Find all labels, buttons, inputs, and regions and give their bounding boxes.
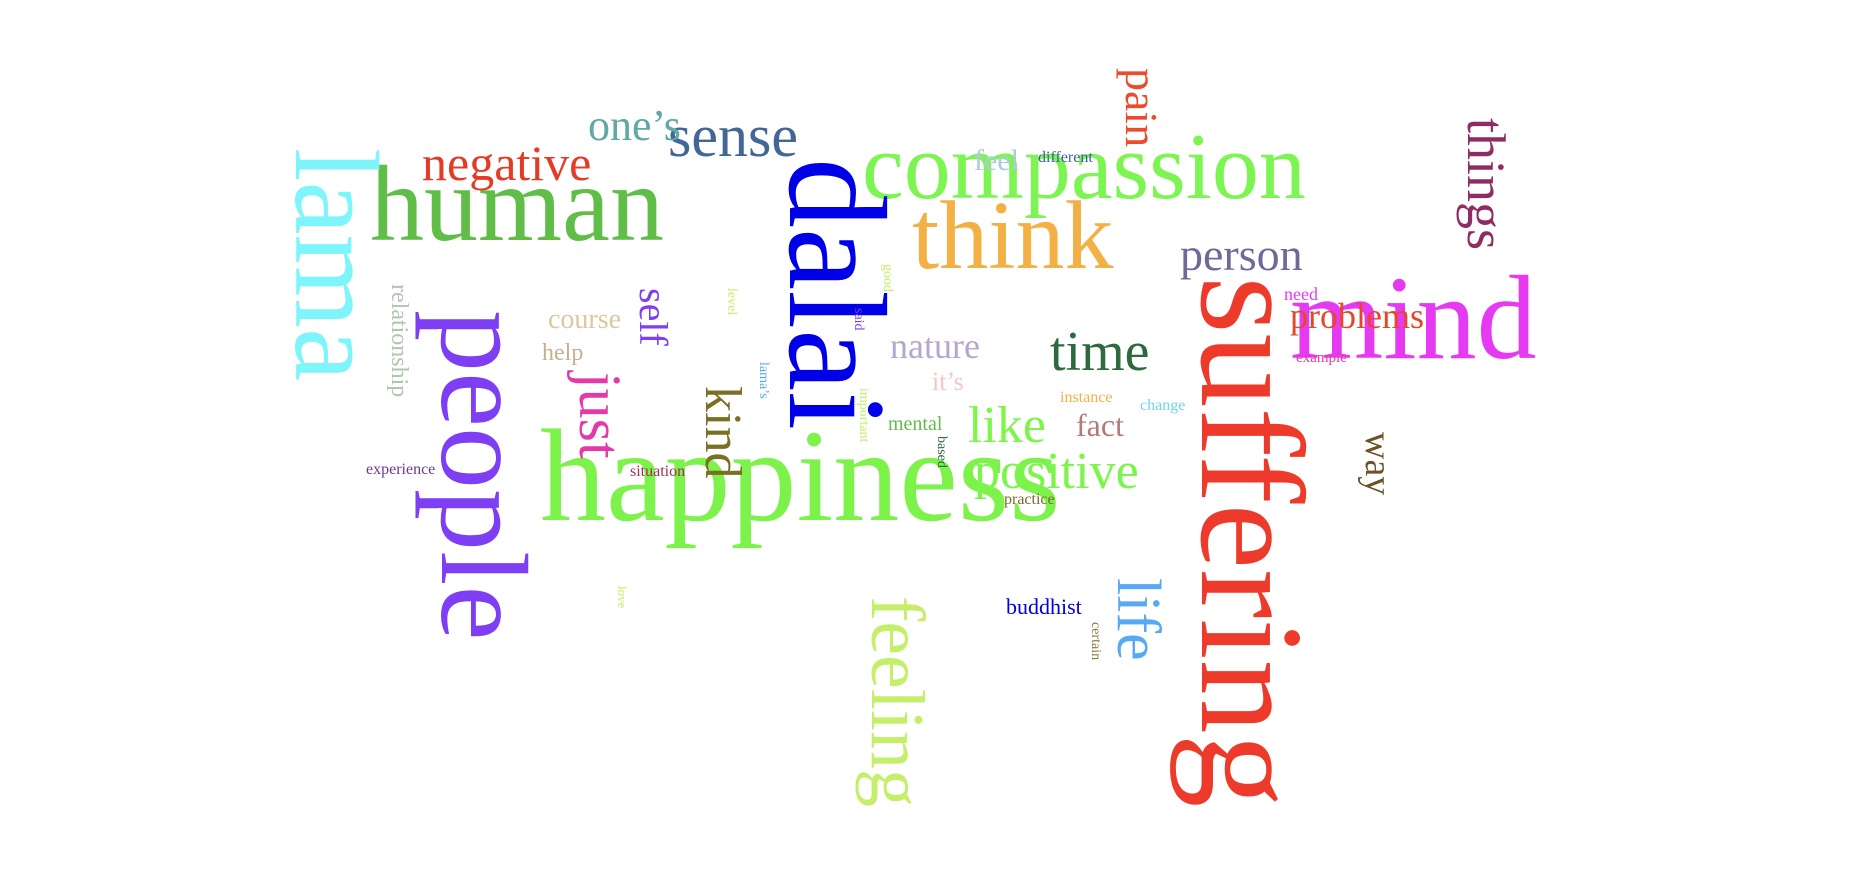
word-practice: practice [1004, 491, 1055, 508]
word-love: love [615, 586, 630, 609]
word-way: way [1357, 432, 1399, 495]
word-problems: problems [1290, 296, 1424, 336]
word-positive: positive [974, 443, 1139, 500]
word-nature: nature [890, 326, 980, 366]
word-negative: negative [422, 135, 591, 191]
word-people: people [415, 310, 552, 641]
word-just: just [567, 370, 633, 459]
word-course: course [548, 304, 621, 335]
word-important: important [856, 388, 871, 443]
word-need: need [1284, 284, 1318, 304]
word-change: change [1140, 397, 1185, 414]
word-based: based [934, 436, 949, 468]
word-sense: sense [668, 103, 798, 169]
word-dalai: dalai [759, 158, 914, 430]
word-feel: feel [974, 144, 1019, 177]
word-relationship: relationship [386, 284, 412, 397]
word-instance: instance [1060, 389, 1112, 406]
word-mind: mind [1290, 251, 1537, 384]
word-level: level [724, 288, 739, 315]
word-different: different [1038, 149, 1093, 166]
word-situation: situation [630, 463, 685, 480]
word-think: think [912, 182, 1113, 290]
word-lamas: lama’s [756, 362, 771, 399]
word-person: person [1180, 229, 1303, 280]
word-experience: experience [366, 461, 435, 478]
word-fact: fact [1076, 407, 1124, 443]
word-said: said [851, 308, 866, 331]
word-like: like [968, 397, 1046, 454]
word-pain: pain [1116, 68, 1167, 147]
word-compassion: compassion [862, 115, 1306, 219]
word-happiness: happiness [540, 402, 1061, 549]
word-life: life [1104, 578, 1172, 661]
word-things: things [1456, 118, 1516, 250]
word-mental: mental [888, 413, 943, 435]
word-self: self [631, 288, 676, 346]
word-feeling: feeling [855, 596, 939, 807]
word-buddhist: buddhist [1006, 594, 1082, 619]
word-ones: one’s [588, 101, 681, 150]
word-example: example [1296, 350, 1347, 366]
word-its: it’s [932, 367, 964, 396]
word-time: time [1050, 321, 1150, 383]
word-suffering: suffering [1169, 276, 1333, 808]
word-certain: certain [1088, 622, 1103, 660]
word-kind: kind [694, 386, 751, 478]
word-lama: lama [270, 148, 403, 381]
word-help: help [542, 340, 583, 366]
word-good: good [880, 264, 895, 292]
word-human: human [370, 145, 664, 264]
